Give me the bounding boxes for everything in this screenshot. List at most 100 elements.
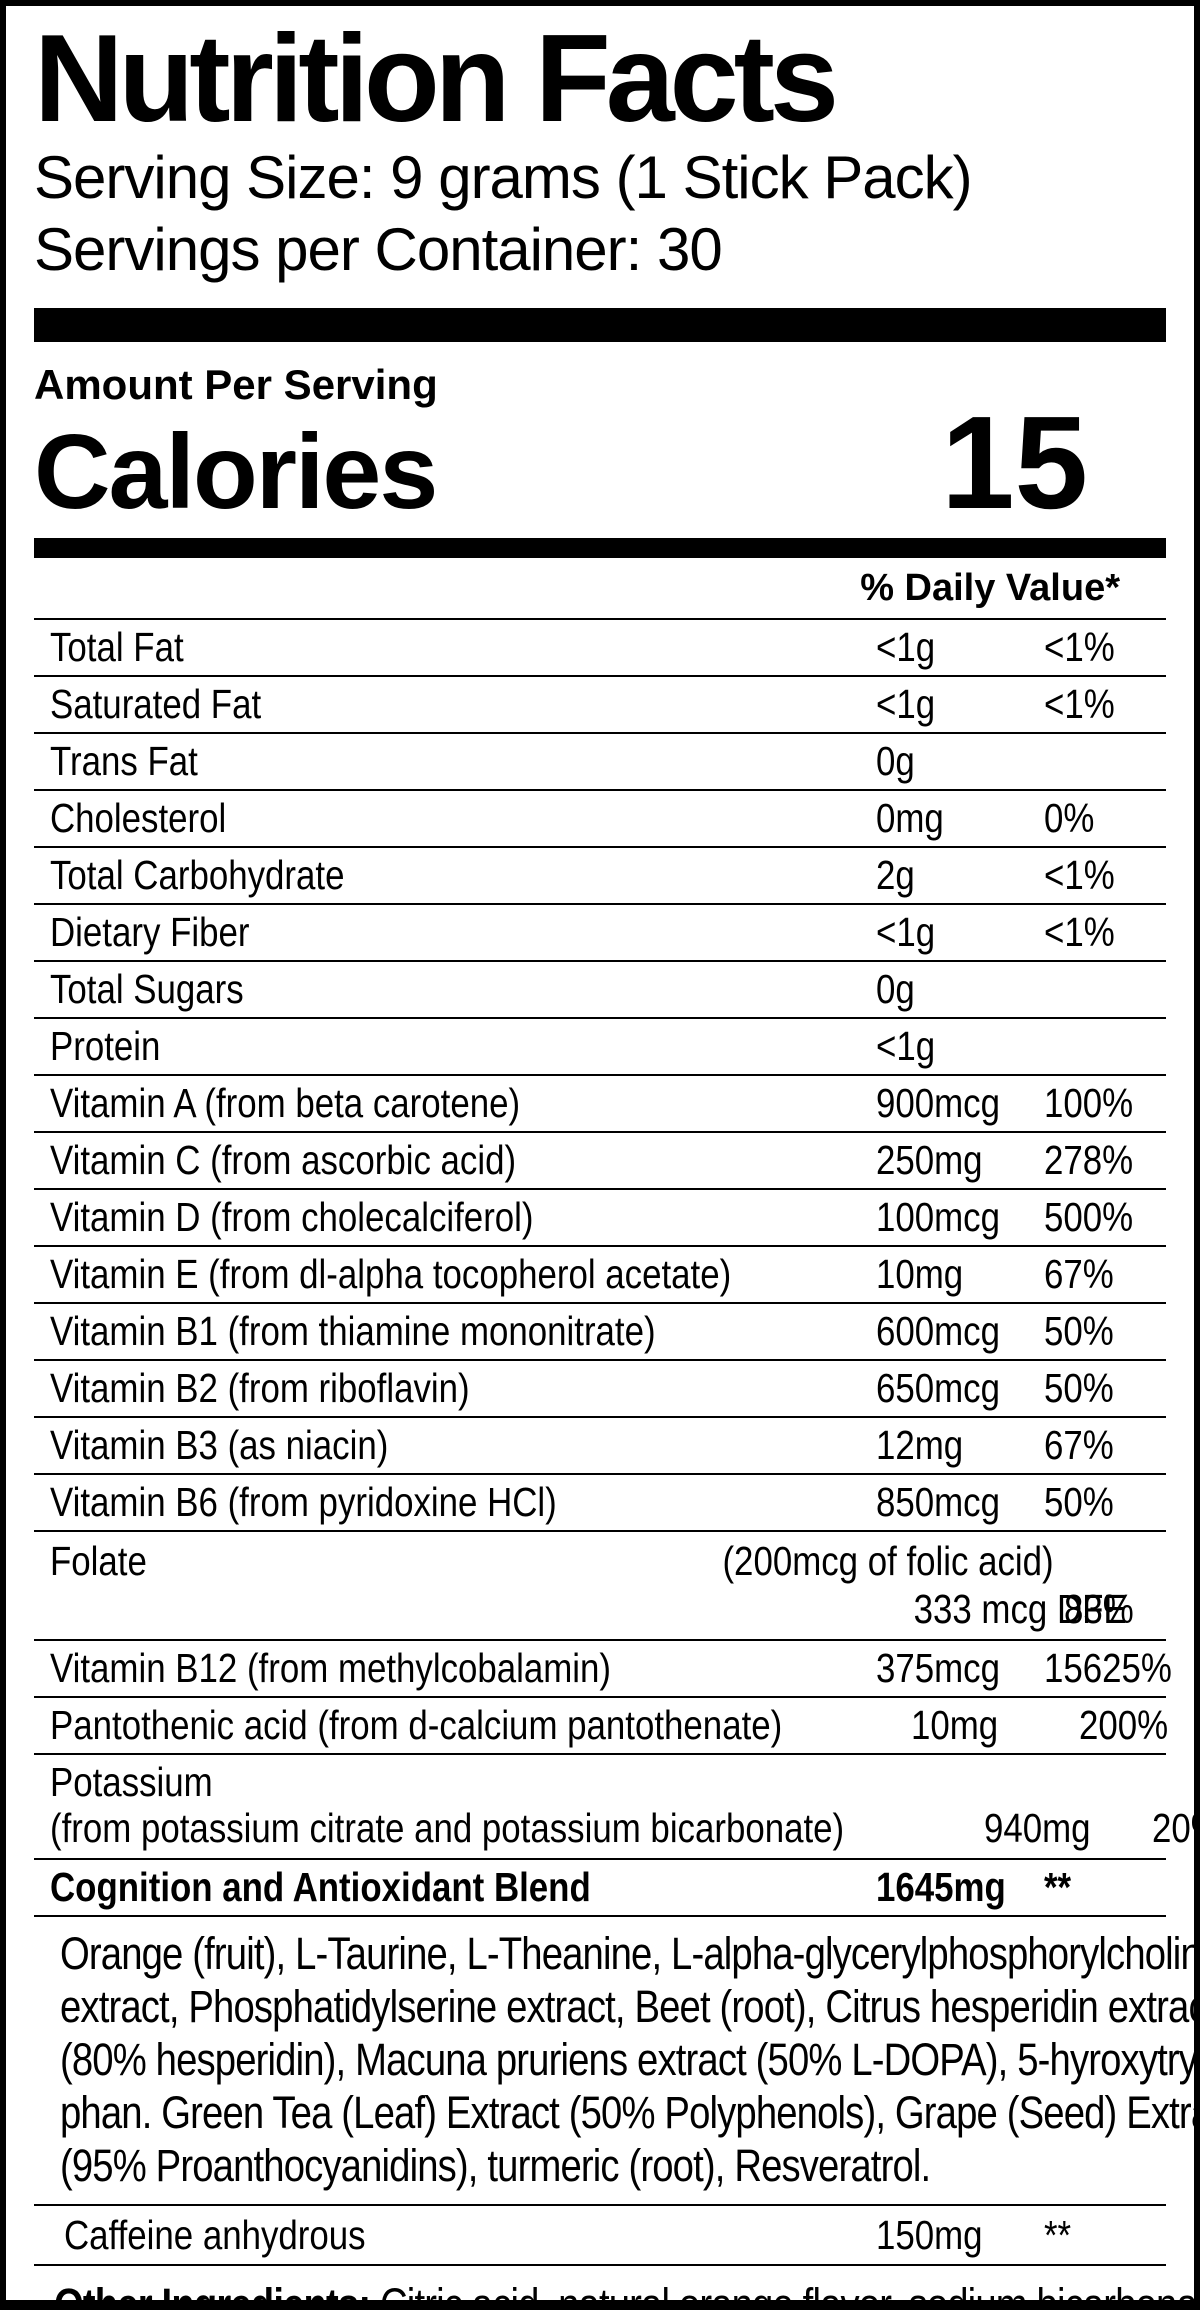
nutrient-row: Vitamin B3 (as niacin) 12mg 67% — [34, 1418, 1166, 1475]
amount-per-serving-label: Amount Per Serving — [34, 361, 438, 408]
nutrient-name: Vitamin B1 (from thiamine mononitrate) — [50, 1308, 656, 1354]
nutrient-row: Vitamin C (from ascorbic acid) 250mg 278… — [34, 1133, 1166, 1190]
nutrient-amount: <1g — [876, 624, 936, 670]
nutrient-dv: 500% — [1044, 1194, 1134, 1240]
nutrient-row: Vitamin A (from beta carotene) 900mcg 10… — [34, 1076, 1166, 1133]
nutrient-amount: 940mg — [984, 1804, 1091, 1851]
nutrient-name: Folate — [50, 1537, 147, 1584]
nutrient-dv: 200% — [1079, 1702, 1169, 1748]
nutrient-row: Vitamin B2 (from riboflavin) 650mcg 50% — [34, 1361, 1166, 1418]
nutrient-amount: 850mcg — [876, 1479, 1000, 1525]
nutrient-amount: <1g — [876, 909, 936, 955]
other-ingredients: Other Ingredients: Citric acid, natural … — [34, 2266, 1194, 2310]
nutrient-amount: 10mg — [876, 1251, 964, 1297]
servings-per-container: Servings per Container: 30 — [34, 216, 723, 283]
nutrient-amount: 600mcg — [876, 1308, 1000, 1354]
nutrient-name: Vitamin E (from dl-alpha tocopherol acet… — [50, 1251, 732, 1297]
blend-description-line: (80% hesperidin), Macuna pruriens extrac… — [60, 2034, 1200, 2085]
nutrient-amount: 0g — [876, 966, 915, 1012]
nutrient-amount: 900mcg — [876, 1080, 1000, 1126]
nutrient-amount: 12mg — [876, 1422, 964, 1468]
blend-dv: ** — [1044, 1864, 1072, 1910]
blend-amount: 1645mg — [876, 1864, 1006, 1910]
nutrient-dv: 67% — [1044, 1251, 1114, 1297]
nutrient-name: Vitamin C (from ascorbic acid) — [50, 1137, 517, 1183]
nutrient-dv: 83% — [1063, 1585, 1134, 1632]
blend-description-line: extract, Phosphatidylserine extract, Bee… — [60, 1981, 1200, 2032]
nutrient-dv: <1% — [1044, 681, 1115, 727]
nutrient-dv: 0% — [1044, 795, 1095, 841]
nutrient-amount: 0g — [876, 738, 915, 784]
blend-description-line: phan. Green Tea (Leaf) Extract (50% Poly… — [60, 2087, 1200, 2138]
nutrient-row: Pantothenic acid (from d-calcium pantoth… — [34, 1698, 1169, 1755]
other-ingredients-text: Citric acid, natural orange flavor, sodi… — [370, 2279, 1200, 2310]
nutrient-row: Trans Fat 0g — [34, 734, 1166, 791]
nutrient-name: Total Carbohydrate — [50, 852, 345, 898]
nutrient-row: Vitamin B12 (from methylcobalamin) 375mc… — [34, 1641, 1172, 1698]
potassium-note: (from potassium citrate and potassium bi… — [50, 1804, 845, 1851]
nutrient-amount: 10mg — [911, 1702, 999, 1748]
separator-bar-medium — [34, 538, 1166, 558]
nutrient-amount: <1g — [876, 1023, 936, 1069]
blend-description-line: Orange (fruit), L-Taurine, L-Theanine, L… — [60, 1928, 1200, 1979]
nutrient-name: Potassium — [50, 1758, 213, 1805]
nutrient-amount: 250mg — [876, 1137, 983, 1183]
separator-bar-thick — [34, 308, 1166, 342]
nutrient-name: Caffeine anhydrous — [64, 2211, 366, 2258]
nutrient-amount: 100mcg — [876, 1194, 1000, 1240]
nutrient-dv: ** — [1044, 2211, 1072, 2258]
nutrient-row: Vitamin E (from dl-alpha tocopherol acet… — [34, 1247, 1166, 1304]
nutrient-row: Dietary Fiber <1g <1% — [34, 905, 1166, 962]
folate-row: Folate (200mcg of folic acid) 333 mcg DF… — [34, 1532, 1166, 1641]
nutrient-name: Pantothenic acid (from d-calcium pantoth… — [50, 1702, 783, 1748]
nutrient-dv: 100% — [1044, 1080, 1134, 1126]
nutrient-name: Total Sugars — [50, 966, 244, 1012]
nutrient-row: Total Sugars 0g — [34, 962, 1166, 1019]
nutrient-name: Cholesterol — [50, 795, 227, 841]
nutrient-row: Vitamin B6 (from pyridoxine HCl) 850mcg … — [34, 1475, 1166, 1532]
nutrient-row: Total Carbohydrate 2g <1% — [34, 848, 1166, 905]
nutrient-row: Saturated Fat <1g <1% — [34, 677, 1166, 734]
nutrient-amount: 375mcg — [876, 1645, 1000, 1691]
nutrient-dv: <1% — [1044, 624, 1115, 670]
nutrient-dv: 20% — [1152, 1804, 1194, 1851]
nutrient-dv: 278% — [1044, 1137, 1134, 1183]
nutrient-amount: 150mg — [876, 2211, 983, 2258]
nutrient-row: Vitamin B1 (from thiamine mononitrate) 6… — [34, 1304, 1166, 1361]
nutrient-row: Cholesterol 0mg 0% — [34, 791, 1166, 848]
nutrient-name: Total Fat — [50, 624, 184, 670]
nutrient-name: Vitamin B12 (from methylcobalamin) — [50, 1645, 612, 1691]
caffeine-row: Caffeine anhydrous 150mg ** — [34, 2206, 1166, 2266]
blend-row: Cognition and Antioxidant Blend 1645mg *… — [34, 1860, 1166, 1917]
nutrient-dv: 15625% — [1044, 1645, 1172, 1691]
daily-value-header: % Daily Value* — [34, 558, 1166, 620]
nutrient-amount: 333 mcg DFE — [913, 1585, 1127, 1632]
nutrient-name: Vitamin A (from beta carotene) — [50, 1080, 521, 1126]
blend-description: Orange (fruit), L-Taurine, L-Theanine, L… — [34, 1917, 1194, 2206]
calories-value: 15 — [941, 389, 1088, 536]
nutrient-row: Total Fat <1g <1% — [34, 620, 1166, 677]
folate-note: (200mcg of folic acid) — [722, 1537, 1054, 1584]
blend-description-line: (95% Proanthocyanidins), turmeric (root)… — [60, 2140, 931, 2191]
potassium-row: Potassium (from potassium citrate and po… — [34, 1755, 1194, 1860]
page-title: Nutrition Facts — [34, 10, 839, 148]
nutrient-name: Vitamin B2 (from riboflavin) — [50, 1365, 470, 1411]
nutrient-dv: 50% — [1044, 1308, 1114, 1354]
nutrient-dv: 67% — [1044, 1422, 1114, 1468]
nutrient-dv: <1% — [1044, 852, 1115, 898]
other-ingredients-label: Other Ingredients: — [54, 2279, 371, 2310]
nutrient-name: Trans Fat — [50, 738, 198, 784]
nutrient-name: Dietary Fiber — [50, 909, 250, 955]
nutrient-name: Vitamin D (from cholecalciferol) — [50, 1194, 534, 1240]
nutrient-dv: 50% — [1044, 1365, 1114, 1411]
nutrient-amount: 650mcg — [876, 1365, 1000, 1411]
nutrient-name: Saturated Fat — [50, 681, 262, 727]
nutrient-amount: 2g — [876, 852, 915, 898]
nutrient-name: Protein — [50, 1023, 161, 1069]
calories-label: Calories — [34, 413, 438, 531]
nutrient-name: Vitamin B6 (from pyridoxine HCl) — [50, 1479, 557, 1525]
nutrient-amount: 0mg — [876, 795, 944, 841]
nutrient-amount: <1g — [876, 681, 936, 727]
nutrient-dv: <1% — [1044, 909, 1115, 955]
